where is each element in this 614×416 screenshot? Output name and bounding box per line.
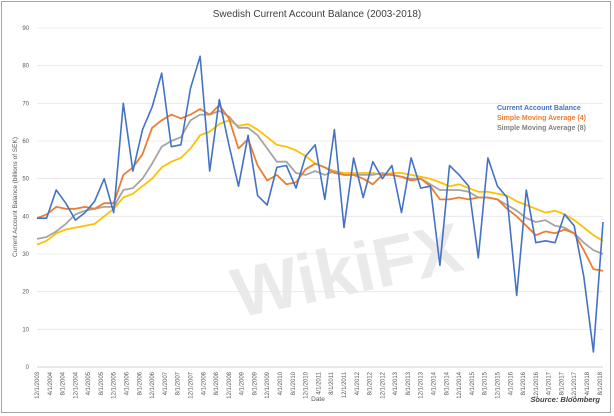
x-tick-label: 4/1/2006: [125, 371, 131, 395]
x-tick-label: 4/1/2011: [316, 371, 322, 395]
x-tick-label: 4/1/2004: [48, 371, 54, 395]
x-tick-label: 12/1/2005: [112, 371, 118, 398]
x-tick-label: 8/1/2018: [598, 371, 604, 395]
x-tick-label: 8/1/2004: [61, 371, 67, 395]
x-tick-label: 12/1/2016: [534, 371, 540, 398]
x-tick-label: 4/1/2010: [278, 371, 284, 395]
y-tick-label: 30: [22, 252, 29, 258]
x-axis-title: Date: [311, 396, 325, 403]
y-tick-label: 20: [22, 290, 29, 296]
x-tick-label: 4/1/2017: [547, 371, 553, 395]
legend: Current Account Balance Simple Moving Av…: [497, 105, 586, 132]
y-axis-title: Current Account Balance (billions of SEK…: [12, 137, 19, 257]
x-tick-label: 12/1/2008: [227, 371, 233, 398]
y-tick-label: 80: [22, 64, 29, 70]
x-tick-label: 12/1/2004: [73, 371, 79, 398]
y-tick-label: 90: [22, 26, 29, 32]
x-tick-label: 12/1/2007: [188, 371, 194, 398]
x-tick-label: 8/1/2007: [176, 371, 182, 395]
x-tick-label: 12/1/2014: [457, 371, 463, 398]
x-tick-label: 4/1/2015: [470, 371, 476, 395]
x-tick-label: 12/1/2006: [150, 371, 156, 398]
chart-title: Swedish Current Account Balance (2003-20…: [213, 9, 421, 20]
x-tick-label: 8/1/2013: [406, 371, 412, 395]
x-tick-label: 8/1/2017: [559, 371, 565, 395]
y-tick-label: 40: [22, 214, 29, 220]
series-line-yellow-average: [36, 119, 604, 246]
x-tick-label: 12/1/2017: [572, 371, 578, 398]
x-tick-label: 4/1/2008: [201, 371, 207, 395]
x-tick-label: 12/1/2009: [265, 371, 271, 398]
source-note: Source: Bloomberg: [530, 395, 600, 404]
y-tick-label: 70: [22, 101, 29, 107]
x-tick-label: 12/1/2012: [380, 371, 386, 398]
watermark: WikiFX: [225, 208, 469, 333]
series-line-simple-moving-average-8: [36, 110, 604, 255]
x-tick-label: 8/1/2015: [483, 371, 489, 395]
x-tick-label: 4/1/2016: [508, 371, 514, 395]
x-tick-label: 4/1/2009: [240, 371, 246, 395]
x-tick-label: 4/1/2007: [163, 371, 169, 395]
y-tick-label: 60: [22, 139, 29, 145]
x-tick-label: 8/1/2008: [214, 371, 220, 395]
legend-sma-4: Simple Moving Average (4): [497, 115, 586, 122]
x-tick-label: 4/1/2005: [86, 371, 92, 395]
x-tick-label: 12/1/2003: [35, 371, 41, 398]
x-tick-label: 12/1/2015: [495, 371, 501, 398]
x-tick-label: 12/1/2013: [419, 371, 425, 398]
y-tick-label: 0: [26, 365, 30, 371]
x-tick-label: 4/1/2012: [355, 371, 361, 395]
x-tick-label: 8/1/2016: [521, 371, 527, 395]
legend-sma-8: Simple Moving Average (8): [497, 125, 586, 132]
x-tick-label: 4/1/2014: [432, 371, 438, 395]
x-tick-label: 8/1/2014: [444, 371, 450, 395]
x-tick-label: 4/1/2013: [393, 371, 399, 395]
x-tick-label: 4/1/2018: [585, 371, 591, 395]
x-tick-label: 12/1/2011: [342, 371, 348, 398]
y-tick-label: 10: [22, 327, 29, 333]
y-tick-label: 50: [22, 177, 29, 183]
series-line-current-account-balance: [37, 55, 604, 353]
x-tick-label: 8/1/2012: [368, 371, 374, 395]
x-tick-label: 8/1/2005: [99, 371, 105, 395]
legend-current-account-balance: Current Account Balance: [497, 105, 581, 112]
x-tick-label: 8/1/2006: [137, 371, 143, 395]
x-tick-label: 12/1/2010: [304, 371, 310, 398]
x-tick-label: 8/1/2010: [291, 371, 297, 395]
x-tick-label: 8/1/2011: [329, 371, 335, 395]
x-tick-label: 8/1/2009: [252, 371, 258, 395]
